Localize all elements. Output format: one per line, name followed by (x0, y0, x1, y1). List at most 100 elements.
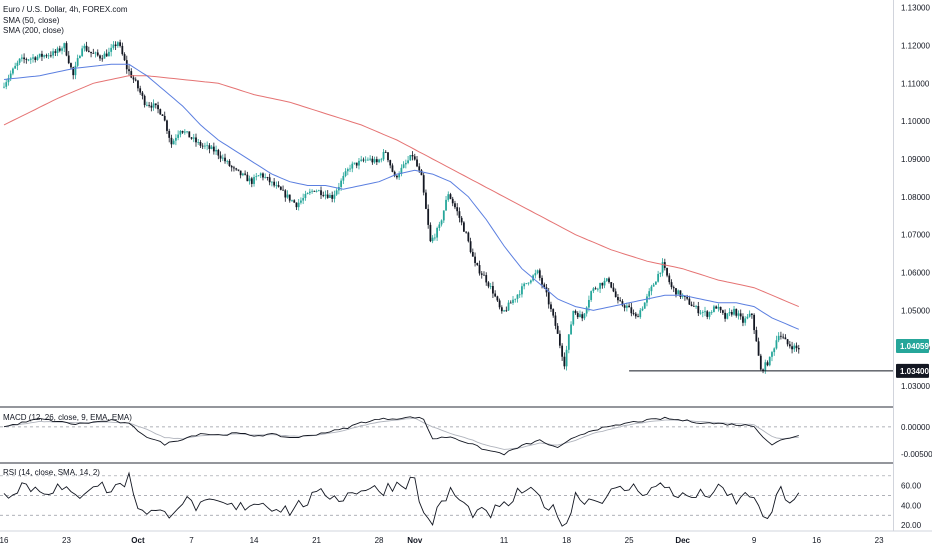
support-tag-label: 1.03400 (900, 367, 929, 376)
price-axis: 1.13000 1.12000 1.11000 1.10000 1.09000 1.080… (896, 4, 932, 530)
time-tick-label: 25 (625, 536, 634, 545)
candle-body (677, 290, 680, 295)
candle-body (208, 145, 211, 149)
candle-body (494, 293, 497, 297)
candle-body (108, 51, 110, 57)
rsi-tick-label: 40.00 (901, 501, 922, 510)
candle-body (215, 149, 217, 152)
candle-body (96, 52, 99, 56)
candle-body (159, 109, 162, 115)
candle-body (228, 160, 231, 166)
candle-body (661, 262, 664, 273)
macd-title[interactable]: MACD (12, 26, close, 9, EMA, EMA) (3, 413, 132, 422)
candle-body (47, 55, 50, 57)
candle-body (23, 57, 25, 60)
legend-sma-200[interactable]: SMA (200, close) (3, 26, 64, 35)
candle-body (505, 310, 508, 312)
rsi-tick-label: 20.00 (901, 521, 922, 530)
time-tick-label: Oct (131, 536, 145, 545)
candle-body (701, 312, 704, 313)
candle-body (748, 313, 751, 317)
candle-body (152, 103, 155, 108)
candle-body (364, 159, 367, 161)
candle-body (759, 355, 762, 370)
candle-body (85, 45, 88, 51)
legend-sma-50[interactable]: SMA (50, close) (3, 16, 60, 25)
candle-body (699, 312, 702, 314)
candle-body (512, 299, 514, 303)
candle-body (478, 265, 481, 274)
candle-body (130, 71, 133, 78)
candle-body (605, 278, 608, 281)
candle-body (715, 306, 718, 309)
candle-body (686, 296, 689, 299)
candle-body (90, 51, 92, 54)
candle-body (105, 53, 108, 57)
candle-body (766, 362, 769, 366)
candle-body (634, 313, 637, 317)
macd-signal-line (3, 417, 799, 450)
candle-body (360, 159, 363, 161)
candle-body (623, 305, 626, 308)
candle-body (750, 313, 753, 315)
rsi-title[interactable]: RSI (14, close, SMA, 14, 2) (3, 468, 100, 477)
candle-body (190, 137, 193, 139)
candle-body (603, 280, 606, 286)
candle-body (317, 190, 320, 192)
macd-line (3, 416, 799, 456)
candle-body (500, 307, 503, 312)
candle-body (706, 311, 709, 317)
candle-body (630, 307, 633, 314)
candle-body (639, 310, 642, 318)
candle-body (474, 256, 476, 263)
candle-body (201, 145, 204, 147)
candle-body (92, 53, 95, 54)
candle-body (237, 169, 240, 171)
candle-body (628, 305, 630, 308)
candle-body (351, 163, 354, 169)
candle-body (788, 344, 791, 347)
candle-body (157, 105, 159, 110)
candle-body (241, 173, 244, 176)
candle-body (346, 169, 349, 172)
candle-body (420, 170, 423, 176)
candle-body (476, 262, 479, 266)
rsi-pane (0, 471, 893, 527)
candle-body (128, 69, 130, 72)
candle-body (411, 155, 414, 157)
candle-body (393, 171, 396, 176)
candle-body (572, 310, 575, 325)
time-tick-label: 16 (0, 536, 9, 545)
candle-body (666, 267, 668, 276)
candle-body (99, 55, 101, 59)
candle-body (717, 306, 720, 309)
candle-body (56, 48, 59, 53)
candle-body (547, 292, 550, 305)
candle-body (34, 57, 37, 60)
macd-tick-label: 0.00000 (901, 423, 930, 432)
candle-body (259, 173, 262, 176)
candle-body (445, 199, 447, 211)
candle-body (489, 286, 492, 287)
candle-body (460, 217, 463, 223)
candle-body (514, 298, 517, 300)
candle-body (695, 306, 697, 307)
candle-body (775, 340, 778, 349)
candle-body (507, 302, 510, 311)
candle-body (277, 185, 280, 187)
candle-body (273, 181, 276, 186)
candle-body (29, 58, 32, 60)
candle-body (786, 339, 789, 345)
macd-pane (0, 416, 893, 456)
candle-body (27, 59, 30, 61)
candle-body (675, 288, 677, 295)
candle-body (793, 345, 796, 350)
candle-body (70, 63, 72, 68)
price-tick-label: 1.07000 (901, 231, 930, 240)
candle-body (637, 316, 639, 318)
candle-body (121, 45, 124, 55)
candle-body (402, 164, 405, 168)
candle-body (168, 130, 171, 138)
candle-body (713, 306, 715, 312)
candle-body (286, 194, 289, 198)
